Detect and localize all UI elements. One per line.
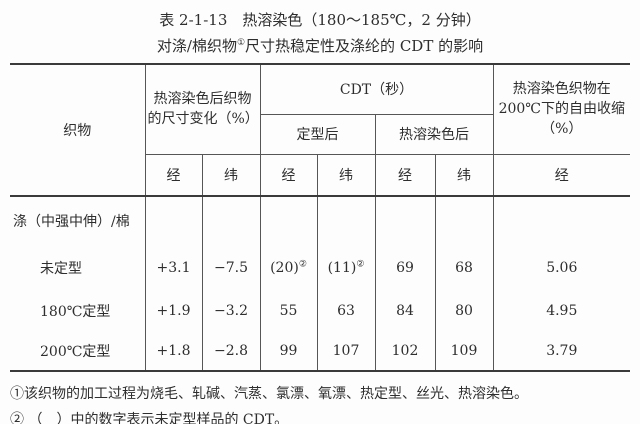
cell: −2.8 xyxy=(201,331,261,372)
header-fabric: 织物 xyxy=(10,63,146,197)
header-cdt: CDT（秒） xyxy=(259,63,494,115)
cell: 107 xyxy=(316,331,376,372)
cell: 68 xyxy=(434,244,494,291)
cell: 63 xyxy=(316,291,376,331)
table-caption-line1: 表 2-1-13 热溶染色（180～185℃，2 分钟） xyxy=(159,11,481,29)
cell xyxy=(374,196,436,244)
header-after-setting: 定型后 xyxy=(259,114,376,155)
header-free-shrink: 热溶染色织物在200℃下的自由收缩（%） xyxy=(492,63,631,155)
cell: (20)② xyxy=(259,244,318,291)
table-caption: 表 2-1-13 热溶染色（180～185℃，2 分钟） 对涤/棉织物①尺寸热稳… xyxy=(0,0,640,58)
cell: 4.95 xyxy=(492,291,631,331)
cell: 3.79 xyxy=(492,331,631,372)
header-weft-size: 纬 xyxy=(201,154,261,197)
table-row-set180: 180℃定型 +1.9 −3.2 55 63 84 80 4.95 xyxy=(10,291,631,331)
cell: −7.5 xyxy=(201,244,261,291)
cell: −3.2 xyxy=(201,291,261,331)
cell: 69 xyxy=(374,244,436,291)
cell xyxy=(144,196,203,244)
cell xyxy=(259,196,318,244)
row-label: 涤（中强中伸）/棉 xyxy=(10,196,146,244)
cell xyxy=(201,196,261,244)
cell: 55 xyxy=(259,291,318,331)
footnote-ref-1: ① xyxy=(236,38,246,48)
footnote-ref-2: ② xyxy=(356,258,365,269)
cell: 102 xyxy=(374,331,436,372)
cell xyxy=(434,196,494,244)
footnote-1: ①该织物的加工过程为烧毛、轧碱、汽蒸、氯漂、氧漂、热定型、丝光、热溶染色。 xyxy=(10,386,528,402)
cell: 109 xyxy=(434,331,494,372)
cell: +1.8 xyxy=(144,331,203,372)
header-after-dyeing: 热溶染色后 xyxy=(374,114,494,155)
cell xyxy=(492,196,631,244)
table-caption-line2: 对涤/棉织物①尺寸热稳定性及涤纶的 CDT 的影响 xyxy=(156,37,484,55)
header-warp-size: 经 xyxy=(144,154,203,197)
cell xyxy=(316,196,376,244)
footnote-2: ② （ ）中的数字表示未定型样品的 CDT。 xyxy=(10,412,289,424)
header-size-change: 热溶染色后织物的尺寸变化（%） xyxy=(144,63,261,155)
header-warp-shrink: 经 xyxy=(492,154,631,197)
cell: 80 xyxy=(434,291,494,331)
table-row-group-label: 涤（中强中伸）/棉 xyxy=(10,196,631,244)
table-row-unset: 未定型 +3.1 −7.5 (20)② (11)② 69 68 5.06 xyxy=(10,244,631,291)
cell: 5.06 xyxy=(492,244,631,291)
cell: 84 xyxy=(374,291,436,331)
dyeing-results-table: 织物 热溶染色后织物的尺寸变化（%） CDT（秒） 热溶染色织物在200℃下的自… xyxy=(10,63,631,372)
header-warp-dyed: 经 xyxy=(374,154,436,197)
footnotes: ①该织物的加工过程为烧毛、轧碱、汽蒸、氯漂、氧漂、热定型、丝光、热溶染色。 ② … xyxy=(10,381,640,424)
cell: +1.9 xyxy=(144,291,203,331)
footnote-ref-2: ② xyxy=(298,258,307,269)
row-label: 200℃定型 xyxy=(10,331,146,372)
row-label: 180℃定型 xyxy=(10,291,146,331)
cell: 99 xyxy=(259,331,318,372)
table-row-set200: 200℃定型 +1.8 −2.8 99 107 102 109 3.79 xyxy=(10,331,631,372)
header-weft-dyed: 纬 xyxy=(434,154,494,197)
cell: +3.1 xyxy=(144,244,203,291)
cell: (11)② xyxy=(316,244,376,291)
header-warp-set: 经 xyxy=(259,154,318,197)
row-label: 未定型 xyxy=(10,244,146,291)
header-weft-set: 纬 xyxy=(316,154,376,197)
